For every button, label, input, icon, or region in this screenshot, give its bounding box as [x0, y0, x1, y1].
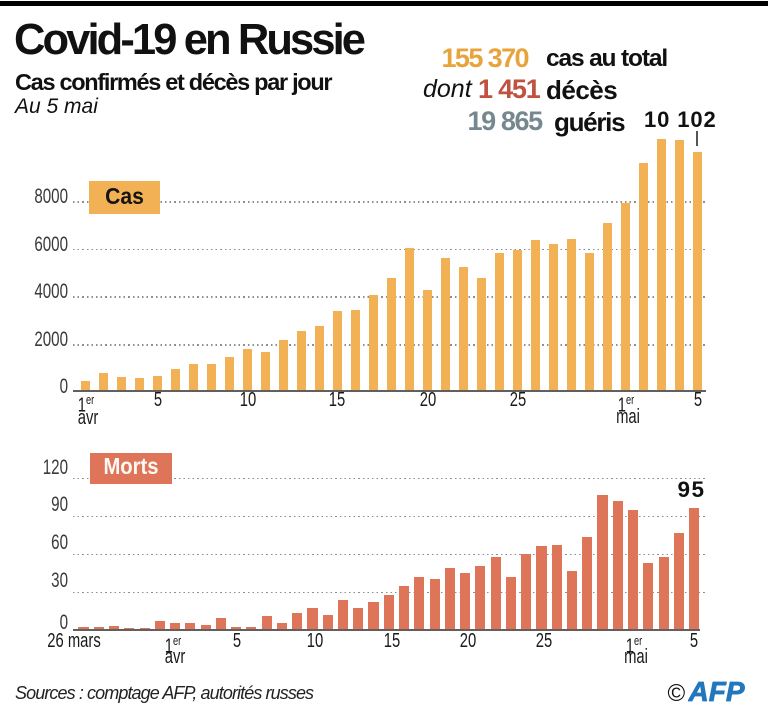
svg-text:AFP: AFP: [688, 678, 745, 706]
